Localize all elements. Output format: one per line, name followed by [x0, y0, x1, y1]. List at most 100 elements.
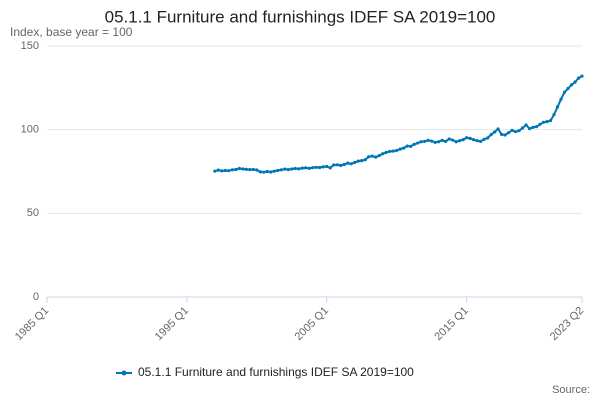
point: [426, 138, 430, 142]
point: [430, 139, 434, 143]
y-tick-label: 50: [27, 207, 39, 219]
point: [258, 170, 262, 174]
point: [269, 170, 273, 174]
y-tick-label: 150: [21, 40, 39, 52]
point: [297, 167, 301, 171]
point: [527, 127, 532, 131]
point: [227, 169, 231, 173]
point: [503, 133, 507, 137]
point: [363, 158, 367, 162]
point: [325, 164, 329, 169]
point: [286, 168, 290, 172]
point: [520, 126, 525, 130]
point: [458, 139, 462, 143]
point: [251, 167, 255, 172]
point: [492, 130, 497, 134]
point: [548, 119, 553, 123]
point: [545, 120, 549, 124]
point: [370, 154, 374, 158]
point: [300, 166, 304, 170]
point: [555, 105, 560, 109]
y-tick-label: 0: [33, 291, 39, 303]
point: [524, 123, 528, 127]
point: [478, 139, 483, 143]
point: [489, 133, 493, 137]
point: [472, 138, 476, 142]
point: [391, 149, 395, 153]
point: [468, 136, 472, 140]
point: [332, 163, 336, 167]
point: [314, 165, 318, 169]
point: [541, 120, 546, 124]
point: [223, 168, 227, 173]
point: [328, 166, 332, 170]
point: [496, 127, 500, 131]
point: [262, 170, 266, 174]
legend-label: 05.1.1 Furniture and furnishings IDEF SA…: [138, 365, 414, 379]
point: [573, 80, 577, 84]
point: [381, 152, 385, 156]
point: [342, 162, 346, 167]
point: [248, 168, 252, 172]
point: [335, 163, 339, 167]
x-tick-label: 2015 Q1: [432, 305, 470, 343]
point: [538, 122, 542, 126]
point: [576, 76, 581, 80]
point: [279, 168, 283, 172]
point: [559, 97, 563, 101]
point: [304, 166, 308, 170]
point: [437, 140, 441, 144]
point: [440, 138, 444, 142]
point: [482, 137, 486, 141]
source: Source:: [552, 384, 590, 396]
point: [265, 169, 269, 174]
point: [485, 136, 490, 140]
point: [409, 144, 413, 148]
point: [384, 150, 388, 155]
chart-title: 05.1.1 Furniture and furnishings IDEF SA…: [105, 7, 496, 26]
point: [451, 138, 455, 142]
point: [506, 131, 511, 135]
point: [237, 166, 241, 171]
point: [395, 148, 399, 153]
point: [241, 167, 245, 171]
point: [475, 139, 479, 143]
point: [311, 166, 315, 170]
point: [293, 166, 297, 171]
point: [388, 149, 392, 154]
chart-subtitle: Index, base year = 100: [10, 25, 133, 39]
point: [356, 159, 360, 163]
point: [349, 162, 353, 166]
point: [307, 166, 311, 170]
point: [255, 168, 259, 172]
point: [454, 140, 458, 144]
point: [374, 155, 378, 159]
point: [220, 169, 224, 173]
point: [377, 154, 381, 158]
x-tick-label: 2005 Q1: [293, 305, 331, 343]
point: [465, 136, 469, 140]
point: [433, 140, 437, 144]
point: [534, 125, 539, 129]
point: [566, 86, 570, 91]
point: [398, 147, 402, 151]
point: [360, 159, 364, 163]
point: [405, 144, 409, 148]
point: [416, 141, 420, 145]
point: [517, 129, 521, 133]
point: [510, 128, 514, 132]
point: [412, 142, 416, 146]
point: [531, 125, 535, 129]
point: [444, 139, 448, 143]
point: [213, 169, 217, 173]
point: [272, 169, 276, 173]
point: [580, 74, 584, 78]
point: [244, 167, 248, 171]
point: [290, 167, 294, 171]
point: [283, 167, 287, 171]
x-tick-label: 2023 Q2: [548, 305, 586, 343]
point: [513, 130, 518, 134]
point: [423, 139, 427, 143]
point: [552, 113, 556, 117]
